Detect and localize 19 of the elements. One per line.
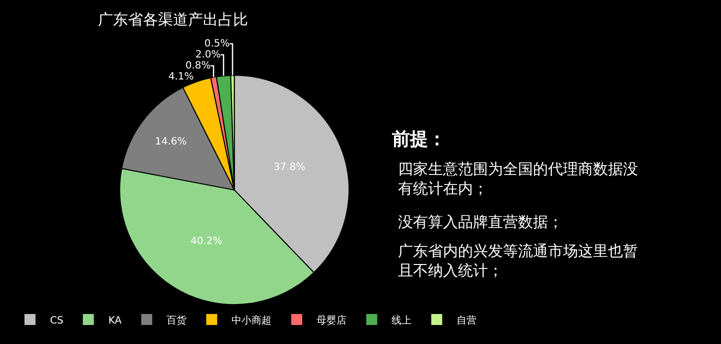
data-label: 0.5%	[204, 38, 230, 50]
legend-label: CS	[50, 315, 64, 326]
legend-label: KA	[108, 315, 122, 326]
text: 前提：	[391, 129, 446, 150]
legend-label: 线上	[392, 314, 412, 326]
text: 没有算入品牌直营数据；	[398, 213, 563, 231]
data-label: 40.2%	[190, 236, 222, 248]
data-label: 0.8%	[185, 60, 211, 72]
text: 广东省内的兴发等流通市场这里也暂且不纳入统计；	[398, 242, 638, 280]
legend-label: 百货	[166, 314, 187, 326]
data-label: 37.8%	[274, 162, 306, 174]
data-label: 2.0%	[195, 49, 221, 60]
data-label: 14.6%	[155, 136, 187, 148]
legend-label: 中小商超	[232, 314, 272, 326]
legend-label: 母婴店	[316, 314, 347, 326]
chart-title: 广东省各渠道产出占比	[98, 10, 248, 28]
data-label: 4.1%	[168, 71, 194, 82]
legend-label: 自营	[456, 314, 477, 326]
text: 四家生意范围为全国的代理商数据没有统计在内；	[398, 160, 638, 198]
